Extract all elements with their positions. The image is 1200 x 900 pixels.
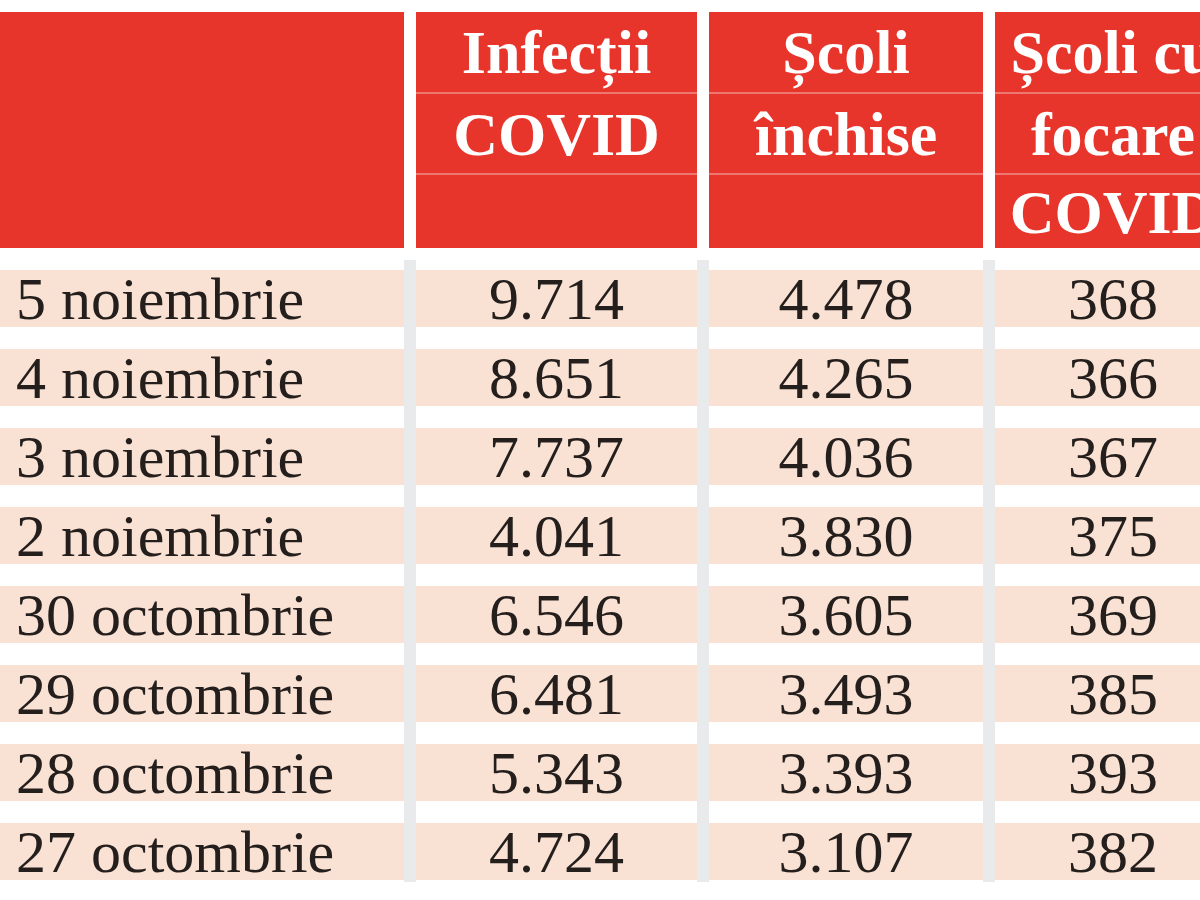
date-cell: 4 noiembrie: [0, 349, 404, 406]
infections-cell: 8.651: [416, 349, 697, 406]
header-cell-schools-closed: Școli închise: [709, 12, 983, 248]
schools-outbreaks-cell: 369: [995, 586, 1200, 643]
schools-closed-cell: 3.605: [709, 586, 983, 643]
schools-closed-cell: 4.478: [709, 270, 983, 327]
header-cell-schools-outbreaks: Școli cu focare COVID: [995, 12, 1200, 248]
schools-closed-cell: 4.265: [709, 349, 983, 406]
infections-cell: 7.737: [416, 428, 697, 485]
header-label: COVID: [995, 173, 1200, 248]
table-body: 5 noiembrie 9.714 4.478 368 4 noiembrie …: [0, 270, 1200, 880]
schools-outbreaks-cell: 367: [995, 428, 1200, 485]
date-cell: 29 octombrie: [0, 665, 404, 722]
header-label: [709, 173, 983, 248]
covid-schools-table: Infecții COVID Școli închise Școli cu fo…: [0, 0, 1200, 900]
infections-cell: 4.041: [416, 507, 697, 564]
infections-cell: 6.481: [416, 665, 697, 722]
header-label: Școli cu: [995, 12, 1200, 92]
header-cell-infections: Infecții COVID: [416, 12, 697, 248]
schools-outbreaks-cell: 375: [995, 507, 1200, 564]
schools-outbreaks-cell: 366: [995, 349, 1200, 406]
date-cell: 5 noiembrie: [0, 270, 404, 327]
schools-closed-cell: 3.493: [709, 665, 983, 722]
header-label: Infecții: [416, 12, 697, 92]
date-cell: 28 octombrie: [0, 744, 404, 801]
infections-cell: 9.714: [416, 270, 697, 327]
infections-cell: 4.724: [416, 823, 697, 880]
header-label: Școli: [709, 12, 983, 92]
schools-closed-cell: 3.107: [709, 823, 983, 880]
infections-cell: 5.343: [416, 744, 697, 801]
schools-closed-cell: 3.830: [709, 507, 983, 564]
date-cell: 30 octombrie: [0, 586, 404, 643]
schools-closed-cell: 3.393: [709, 744, 983, 801]
header-cell-dates: [0, 12, 404, 248]
header-label: [416, 173, 697, 248]
schools-outbreaks-cell: 382: [995, 823, 1200, 880]
date-cell: 3 noiembrie: [0, 428, 404, 485]
schools-closed-cell: 4.036: [709, 428, 983, 485]
date-cell: 27 octombrie: [0, 823, 404, 880]
schools-outbreaks-cell: 368: [995, 270, 1200, 327]
header-label: COVID: [416, 92, 697, 173]
header-label: închise: [709, 92, 983, 173]
schools-outbreaks-cell: 393: [995, 744, 1200, 801]
schools-outbreaks-cell: 385: [995, 665, 1200, 722]
date-cell: 2 noiembrie: [0, 507, 404, 564]
header-label: focare: [995, 92, 1200, 173]
infections-cell: 6.546: [416, 586, 697, 643]
table-header: Infecții COVID Școli închise Școli cu fo…: [0, 12, 1200, 248]
